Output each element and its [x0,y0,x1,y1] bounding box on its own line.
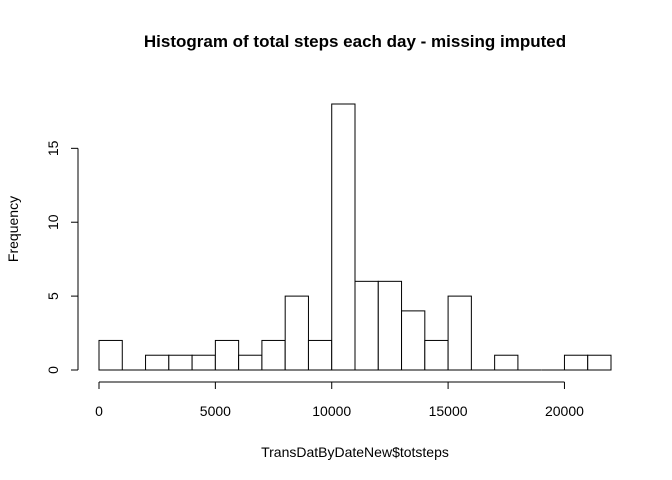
y-axis: 0 5 10 15 [45,140,79,374]
x-axis: 0 5000 10000 15000 20000 [95,381,584,419]
y-tick-label-3: 15 [45,140,61,156]
x-axis-label: TransDatByDateNew$totsteps [261,444,449,460]
histogram-bar-6 [238,354,263,371]
x-tick-label-0: 0 [95,403,103,419]
histogram-bar-7 [261,339,286,371]
histogram-bar-11 [354,280,379,371]
x-tick-label-3: 15000 [429,403,468,419]
y-tick-label-0: 0 [45,366,61,374]
histogram-bar-3 [168,354,193,371]
histogram-bar-9 [307,339,333,371]
histogram-bar-21 [587,354,612,371]
histogram-bar-20 [563,354,589,371]
histogram-bar-12 [377,280,403,371]
x-tick-label-1: 5000 [200,403,231,419]
histogram-bar-13 [401,310,426,371]
histogram-bar-5 [214,339,240,371]
chart-title: Histogram of total steps each day - miss… [144,32,566,51]
bars-group [98,103,612,371]
x-tick-label-2: 10000 [312,403,351,419]
y-tick-label-2: 10 [45,214,61,230]
y-axis-label: Frequency [5,196,21,262]
histogram-bar-10 [331,103,356,371]
histogram-bar-14 [424,339,449,371]
histogram-bar-8 [284,295,309,371]
histogram-bar-4 [191,354,216,371]
histogram-bar-17 [494,354,519,371]
y-tick-label-1: 5 [45,292,61,300]
x-tick-label-4: 20000 [545,403,584,419]
histogram-bar-15 [447,295,472,371]
histogram-bar-0 [98,339,123,371]
histogram-bar-2 [145,354,170,371]
